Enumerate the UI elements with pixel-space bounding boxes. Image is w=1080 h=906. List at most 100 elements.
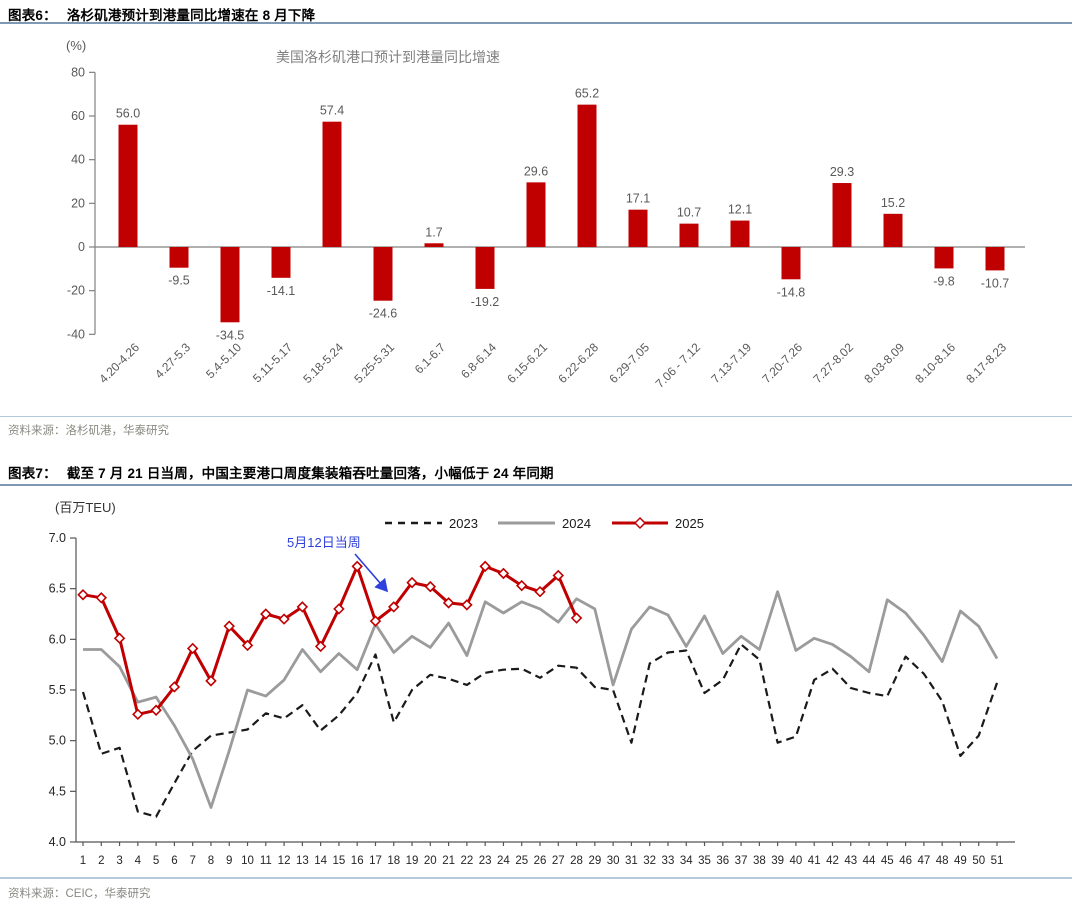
series-line-2023: [81, 643, 999, 818]
legend-label-2023: 2023: [449, 516, 478, 531]
x-week-label: 23: [479, 855, 492, 867]
x-week-label: 47: [917, 855, 930, 867]
x-week-label: 9: [226, 855, 232, 867]
fig7-title: 截至 7 月 21 日当周，中国主要港口周度集装箱吞吐量回落，小幅低于 24 年…: [66, 466, 554, 481]
bar-value: -34.5: [216, 328, 245, 342]
bar: [220, 247, 240, 323]
la-port-bar-chart: (%) 美国洛杉矶港口预计到港量同比增速 80 60 40 20 0 -20 -40 56.0 -9…: [66, 38, 1025, 391]
svg-text:-20: -20: [67, 284, 85, 298]
bar-value: -14.1: [267, 284, 296, 298]
x-category: 7.20-7.26: [759, 340, 805, 386]
bar-value: 17.1: [626, 192, 650, 206]
bar-value: -24.6: [369, 307, 398, 321]
x-week-label: 8: [208, 855, 214, 867]
series-markers-2025: [77, 560, 583, 721]
x-category: 6.1-6.7: [412, 340, 449, 377]
fig7-bottom-rule: [0, 877, 1072, 879]
x-week-label: 39: [771, 855, 784, 867]
x-week-label: 19: [406, 855, 419, 867]
x-week-label: 43: [844, 855, 857, 867]
x-category: 6.22-6.28: [555, 340, 601, 386]
x-week-label: 46: [899, 855, 912, 867]
x-week-label: 17: [369, 855, 382, 867]
container-throughput-line-chart: (百万TEU)7.06.56.05.55.04.54.01 2 3 4 5 6 7 8 9 10 1…: [49, 500, 1015, 867]
bar-chart-root: (%) 美国洛杉矶港口预计到港量同比增速 80 60 40 20 0 -20 -40 56.0 -9…: [66, 38, 1025, 391]
line-chart-root: (百万TEU)7.06.56.05.55.04.54.01 2 3 4 5 6 7 8 9 10 1…: [49, 500, 1015, 867]
x-week-label: 5: [153, 855, 159, 867]
x-category: 5.4-5.10: [203, 340, 244, 381]
legend-label-2024: 2024: [562, 516, 591, 531]
axes: [70, 537, 1015, 846]
x-category: 5.25-5.31: [351, 340, 397, 386]
svg-text:-40: -40: [67, 327, 85, 341]
x-category: 7.13-7.19: [708, 340, 754, 386]
x-week-label: 3: [116, 855, 122, 867]
x-week-label: 6: [171, 855, 177, 867]
svg-text:5.5: 5.5: [49, 683, 66, 697]
x-category: 4.27-5.3: [152, 340, 193, 381]
bar-value: 65.2: [575, 87, 599, 101]
x-week-label: 12: [278, 855, 291, 867]
x-week-label: 26: [534, 855, 547, 867]
bar: [730, 220, 750, 247]
fig7-heading-rule: [0, 484, 1072, 486]
y-tick-labels: 7.0 6.5 6.0 5.5 5.0 4.5 4.0: [49, 531, 66, 849]
x-week-label: 30: [607, 855, 620, 867]
x-week-label: 4: [135, 855, 142, 867]
svg-text:0: 0: [78, 240, 85, 254]
x-week-label: 37: [735, 855, 748, 867]
bar-value: 29.3: [830, 165, 854, 179]
axes: [89, 71, 1025, 335]
bar: [373, 247, 393, 301]
x-category: 7.06 - 7.12: [653, 340, 704, 391]
svg-text:6.5: 6.5: [49, 582, 66, 596]
bar-value: 12.1: [728, 203, 752, 217]
x-week-label: 29: [588, 855, 601, 867]
x-tick-labels: 1 2 3 4 5 6 7 8 9 10 11 12 13 14 15 16 17 18 19 20 21 22 23 24 2…: [80, 855, 1004, 867]
bar: [832, 183, 852, 248]
x-category: 4.20-4.26: [96, 340, 142, 386]
x-week-label: 45: [881, 855, 894, 867]
fig6-bottom-rule: [0, 416, 1072, 417]
annotation-text: 5月12日当周: [287, 535, 361, 550]
bar-value: -9.8: [933, 274, 955, 288]
x-week-label: 10: [241, 855, 254, 867]
bar-value: 1.7: [425, 225, 442, 239]
x-week-label: 11: [260, 855, 272, 867]
bar-value: -19.2: [471, 295, 500, 309]
bar-value: 15.2: [881, 196, 905, 210]
fig6-label: 图表6：: [8, 8, 57, 23]
fig6-source: 资料来源：洛杉矶港，华泰研究: [8, 425, 169, 437]
svg-text:5.0: 5.0: [49, 734, 66, 748]
bar: [934, 247, 954, 269]
y-axis-unit: (%): [66, 38, 86, 53]
x-tick-labels: 4.20-4.26 4.27-5.3 5.4-5.10 5.11-5.17 5.18-5…: [96, 340, 1009, 391]
y-axis-unit: (百万TEU): [55, 500, 116, 515]
x-week-label: 22: [460, 855, 473, 867]
bar: [526, 182, 546, 247]
x-week-label: 25: [515, 855, 528, 867]
x-week-label: 51: [991, 855, 1004, 867]
series-line-2025: [82, 564, 578, 716]
x-week-label: 24: [497, 855, 510, 867]
x-category: 6.15-6.21: [504, 340, 550, 386]
svg-text:6.0: 6.0: [49, 632, 66, 646]
x-week-label: 28: [570, 855, 583, 867]
bar: [985, 247, 1005, 271]
bar-value: 56.0: [116, 107, 140, 121]
x-week-label: 32: [643, 855, 656, 867]
annotation-may12-week: 5月12日当周: [287, 535, 389, 593]
x-week-label: 13: [296, 855, 309, 867]
x-category: 5.11-5.17: [250, 340, 295, 385]
x-week-label: 33: [662, 855, 675, 867]
svg-text:20: 20: [71, 196, 85, 210]
y-tick-labels: 80 60 40 20 0 -20 -40: [67, 65, 85, 341]
fig7-heading: 图表7： 截至 7 月 21 日当周，中国主要港口周度集装箱吞吐量回落，小幅低于 …: [8, 462, 554, 482]
bars: [118, 104, 1005, 323]
series-line-2024: [83, 590, 999, 809]
x-week-label: 7: [189, 855, 195, 867]
bar: [118, 124, 138, 248]
x-week-label: 15: [333, 855, 346, 867]
x-week-label: 41: [808, 855, 821, 867]
